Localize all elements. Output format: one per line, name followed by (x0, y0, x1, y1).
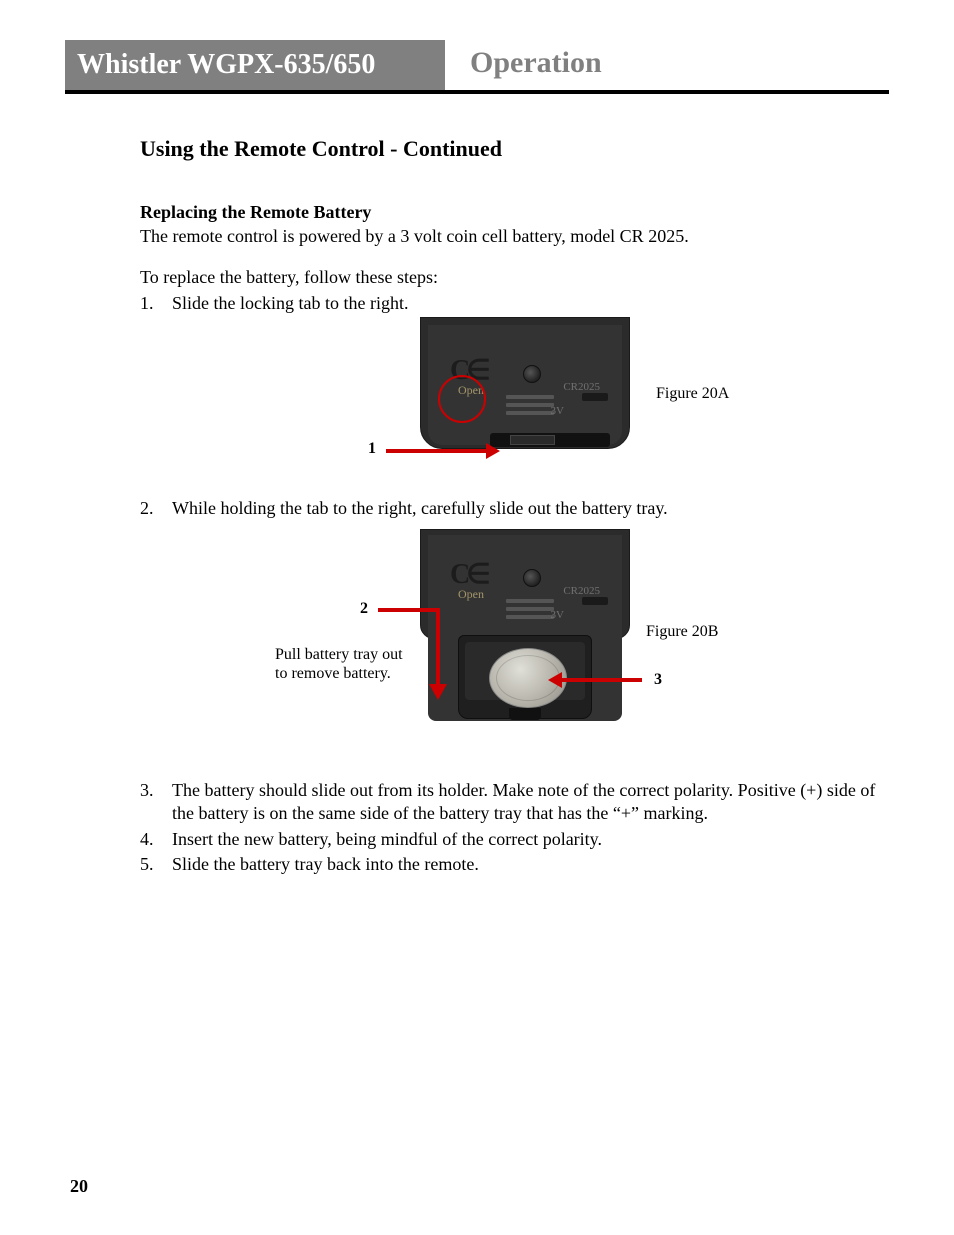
pull-caption-line1: Pull battery tray out (275, 646, 403, 663)
step-list: 1. Slide the locking tab to the right. (140, 292, 900, 315)
callout-1-number: 1 (368, 440, 376, 458)
battery-tray (458, 635, 592, 719)
voltage-label: 3V (551, 405, 564, 417)
lead-paragraph: To replace the battery, follow these ste… (140, 266, 900, 289)
step-2-num: 2. (140, 497, 172, 520)
callout-3-arrow-line (560, 678, 642, 682)
callout-2-arrow-head-icon (429, 684, 447, 700)
step-1: 1. Slide the locking tab to the right. (140, 292, 900, 315)
callout-1-arrow-line (386, 449, 488, 453)
open-label: Open (458, 587, 484, 602)
step-2-text: While holding the tab to the right, care… (172, 497, 900, 520)
pull-caption-line2: to remove battery. (275, 665, 391, 682)
tray-tab (509, 708, 541, 720)
step-list-2: 2. While holding the tab to the right, c… (140, 497, 900, 520)
header-rule (65, 90, 889, 94)
screw-icon (523, 569, 541, 587)
step-5: 5. Slide the battery tray back into the … (140, 853, 900, 876)
callout-3-arrow-head-icon (548, 672, 562, 688)
product-banner: Whistler WGPX-635/650 (65, 40, 445, 90)
battery-tray-inner (465, 642, 585, 700)
step-2: 2. While holding the tab to the right, c… (140, 497, 900, 520)
ce-mark-icon: C∈ (450, 557, 487, 591)
product-name: Whistler WGPX-635/650 (77, 49, 375, 81)
cr2025-label: CR2025 (563, 381, 600, 393)
callout-2-number: 2 (360, 600, 368, 618)
callout-3-number: 3 (654, 671, 662, 689)
header-banner: Whistler WGPX-635/650 Operation (70, 40, 884, 100)
callout-2-arrow-v (436, 608, 440, 686)
step-1-text: Slide the locking tab to the right. (172, 292, 900, 315)
slot-icon (582, 597, 608, 605)
subhead: Replacing the Remote Battery (140, 202, 900, 223)
step-3-text: The battery should slide out from its ho… (172, 779, 900, 826)
step-3: 3. The battery should slide out from its… (140, 779, 900, 826)
callout-2-arrow-h (378, 608, 438, 612)
page-number: 20 (70, 1176, 88, 1197)
page-title: Using the Remote Control - Continued (140, 136, 900, 162)
figure-20b: C∈ Open CR2025 3V 2 (140, 535, 900, 755)
intro-paragraph: The remote control is powered by a 3 vol… (140, 225, 900, 248)
battery-slot (490, 433, 610, 447)
figure-20a-label: Figure 20A (656, 385, 729, 403)
grip-bars-icon (506, 599, 554, 623)
slot-icon (582, 393, 608, 401)
pull-caption: Pull battery tray out to remove battery. (275, 645, 435, 683)
voltage-label: 3V (551, 609, 564, 621)
grip-bars-icon (506, 395, 554, 419)
callout-1-arrow-head-icon (486, 443, 500, 459)
cr2025-label: CR2025 (563, 585, 600, 597)
step-4-text: Insert the new battery, being mindful of… (172, 828, 900, 851)
battery-slot-inner (510, 435, 555, 445)
remote-image-a: C∈ Open CR2025 3V (420, 325, 630, 465)
step-5-text: Slide the battery tray back into the rem… (172, 853, 900, 876)
step-4-num: 4. (140, 828, 172, 851)
screw-icon (523, 365, 541, 383)
step-list-3: 3. The battery should slide out from its… (140, 779, 900, 877)
content-area: Using the Remote Control - Continued Rep… (70, 106, 900, 876)
step-4: 4. Insert the new battery, being mindful… (140, 828, 900, 851)
step-1-num: 1. (140, 292, 172, 315)
figure-20a: C∈ Open CR2025 3V 1 Figure 20A (140, 325, 900, 485)
step-5-num: 5. (140, 853, 172, 876)
step-3-num: 3. (140, 779, 172, 826)
section-title: Operation (470, 46, 602, 80)
remote-image-b: C∈ Open CR2025 3V (420, 535, 630, 735)
figure-20b-label: Figure 20B (646, 623, 718, 641)
